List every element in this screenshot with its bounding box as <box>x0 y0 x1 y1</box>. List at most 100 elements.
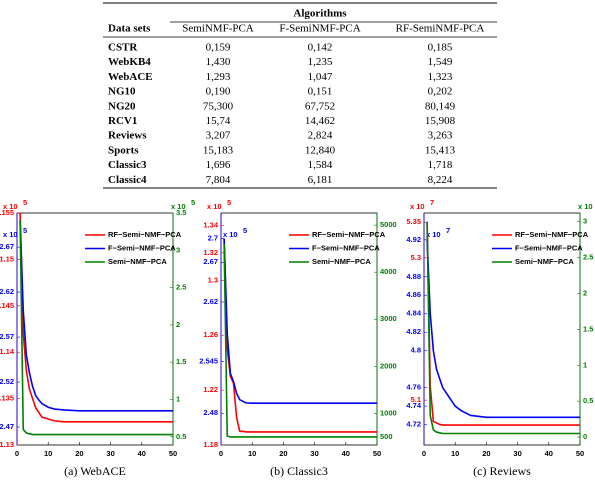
x-tick-label: 50 <box>373 449 381 458</box>
caption: (a) WebACE <box>64 464 126 478</box>
y-tick-label: 1 <box>583 360 587 369</box>
y-tick-label: 1000 <box>380 408 397 417</box>
y-tick-label: 2.5 <box>583 253 593 262</box>
axis-scale: x 10 <box>410 202 425 211</box>
table-cell: 1,584 <box>308 159 333 171</box>
x-tick-label: 50 <box>169 449 177 458</box>
x-tick-label: 30 <box>310 449 318 458</box>
table-cell: 75,300 <box>203 100 234 112</box>
axis-scale: x 10 <box>3 230 18 239</box>
axis-scale: x 10 <box>223 230 238 239</box>
y-tick-label: 1.18 <box>203 440 218 449</box>
y-tick-label: 4000 <box>380 267 397 276</box>
y-tick-label: 5.3 <box>411 253 421 262</box>
series-line <box>223 243 377 438</box>
y-tick-label: 2 <box>176 320 180 329</box>
table-cell: 8,224 <box>428 174 453 186</box>
y-tick-label: 4.88 <box>406 272 421 281</box>
y-tick-label: 1 <box>176 394 180 403</box>
y-tick-label: 4.84 <box>406 309 421 318</box>
table-cell: 1,430 <box>206 56 231 68</box>
y-tick-label: 2.67 <box>0 242 14 251</box>
y-tick-label: 4.86 <box>406 290 421 299</box>
axis-scale: x 10 <box>426 230 441 239</box>
y-tick-label: 3 <box>176 245 180 254</box>
table-cell: 6,181 <box>308 174 333 186</box>
y-tick-label: 2.62 <box>203 297 218 306</box>
y-tick-label: 500 <box>380 432 393 441</box>
axis-scale: x 10 <box>171 202 186 211</box>
table-cell: 0,185 <box>428 42 453 54</box>
x-tick-label: 30 <box>106 449 114 458</box>
legend-label: F−Semi−NMF−PCA <box>108 243 176 252</box>
table-cell: 1,718 <box>428 159 453 171</box>
column-header: F-SemiNMF-PCA <box>279 23 360 35</box>
table-cell: 14,462 <box>305 115 335 127</box>
column-header: Data sets <box>108 23 151 35</box>
y-tick-label: 2.545 <box>199 357 218 366</box>
x-tick-label: 20 <box>482 449 490 458</box>
chart: 0 10 20 30 40 50 1.18 1.22 1.26 1.3 1.32 1.34 x 10 5 2… <box>199 198 396 478</box>
axis-scale: x 10 <box>207 202 222 211</box>
chart: 010203040501.131.1351.141.1451.151.155x … <box>0 198 195 478</box>
table-cell: 15,413 <box>425 144 456 156</box>
table-cell: 0,142 <box>308 42 333 54</box>
y-tick-label: 2.62 <box>0 287 14 296</box>
series-line <box>19 220 173 436</box>
y-tick-label: 4.8 <box>411 346 421 355</box>
legend-label: Semi−NMF−PCA <box>108 257 167 266</box>
row-header: NG20 <box>108 100 136 112</box>
table-cell: 15,908 <box>425 115 456 127</box>
y-tick-label: 3.5 <box>176 208 186 217</box>
table-cell: 7,804 <box>206 174 231 186</box>
chart: 0 10 20 30 40 505.15.35.35x 10 74.724.744.764.… <box>406 198 593 478</box>
y-tick-label: 4.82 <box>406 327 421 336</box>
series-line <box>426 221 580 435</box>
y-tick-label: 2.7 <box>208 233 218 242</box>
row-header: Classic3 <box>108 159 147 171</box>
x-tick-label: 20 <box>279 449 287 458</box>
y-tick-label: 1.145 <box>0 301 14 310</box>
series-line <box>426 239 580 419</box>
column-header: SemiNMF-PCA <box>182 23 254 35</box>
axis-scale-exponent: 7 <box>446 226 450 235</box>
series-line <box>426 222 580 426</box>
axis-scale: x 10 <box>578 202 593 211</box>
y-tick-label: 4.72 <box>406 420 421 429</box>
y-tick-label: 2.52 <box>0 377 14 386</box>
y-tick-label: 2000 <box>380 361 397 370</box>
table-cell: 12,840 <box>305 144 336 156</box>
y-tick-label: 3 <box>583 217 587 226</box>
row-header: Reviews <box>108 130 147 142</box>
y-tick-label: 1.135 <box>0 394 14 403</box>
row-header: NG10 <box>108 86 136 98</box>
table-cell: 3,263 <box>428 130 453 142</box>
table-cell: 1,047 <box>308 71 333 83</box>
x-tick-label: 30 <box>513 449 521 458</box>
table-cell: 2,824 <box>308 130 333 142</box>
y-tick-label: 1.5 <box>176 357 186 366</box>
column-header: RF-SemiNMF-PCA <box>396 23 485 35</box>
y-tick-label: 1.5 <box>583 324 593 333</box>
y-tick-label: 4.74 <box>406 401 421 410</box>
y-tick-label: 1.155 <box>0 208 14 217</box>
axis-scale-exponent: 5 <box>23 226 27 235</box>
table-cell: 0,159 <box>206 42 231 54</box>
y-tick-label: 2.48 <box>203 408 218 417</box>
row-header: Sports <box>108 144 139 156</box>
legend-label: RF−Semi−NMF−PCA <box>312 230 386 239</box>
x-tick-label: 0 <box>422 449 426 458</box>
table-cell: 67,752 <box>305 100 335 112</box>
table-cell: 15,74 <box>206 115 231 127</box>
group-header: Algorithms <box>293 8 347 20</box>
y-tick-label: 1.22 <box>203 385 218 394</box>
row-header: RCV1 <box>108 115 137 127</box>
axis-scale-exponent: 5 <box>191 198 195 207</box>
x-tick-label: 10 <box>451 449 459 458</box>
y-tick-label: 0.5 <box>583 396 593 405</box>
axis-scale: x 10 <box>3 202 18 211</box>
table-cell: 1,696 <box>206 159 231 171</box>
y-tick-label: 2.47 <box>0 422 14 431</box>
table-cell: 1,293 <box>206 71 231 83</box>
